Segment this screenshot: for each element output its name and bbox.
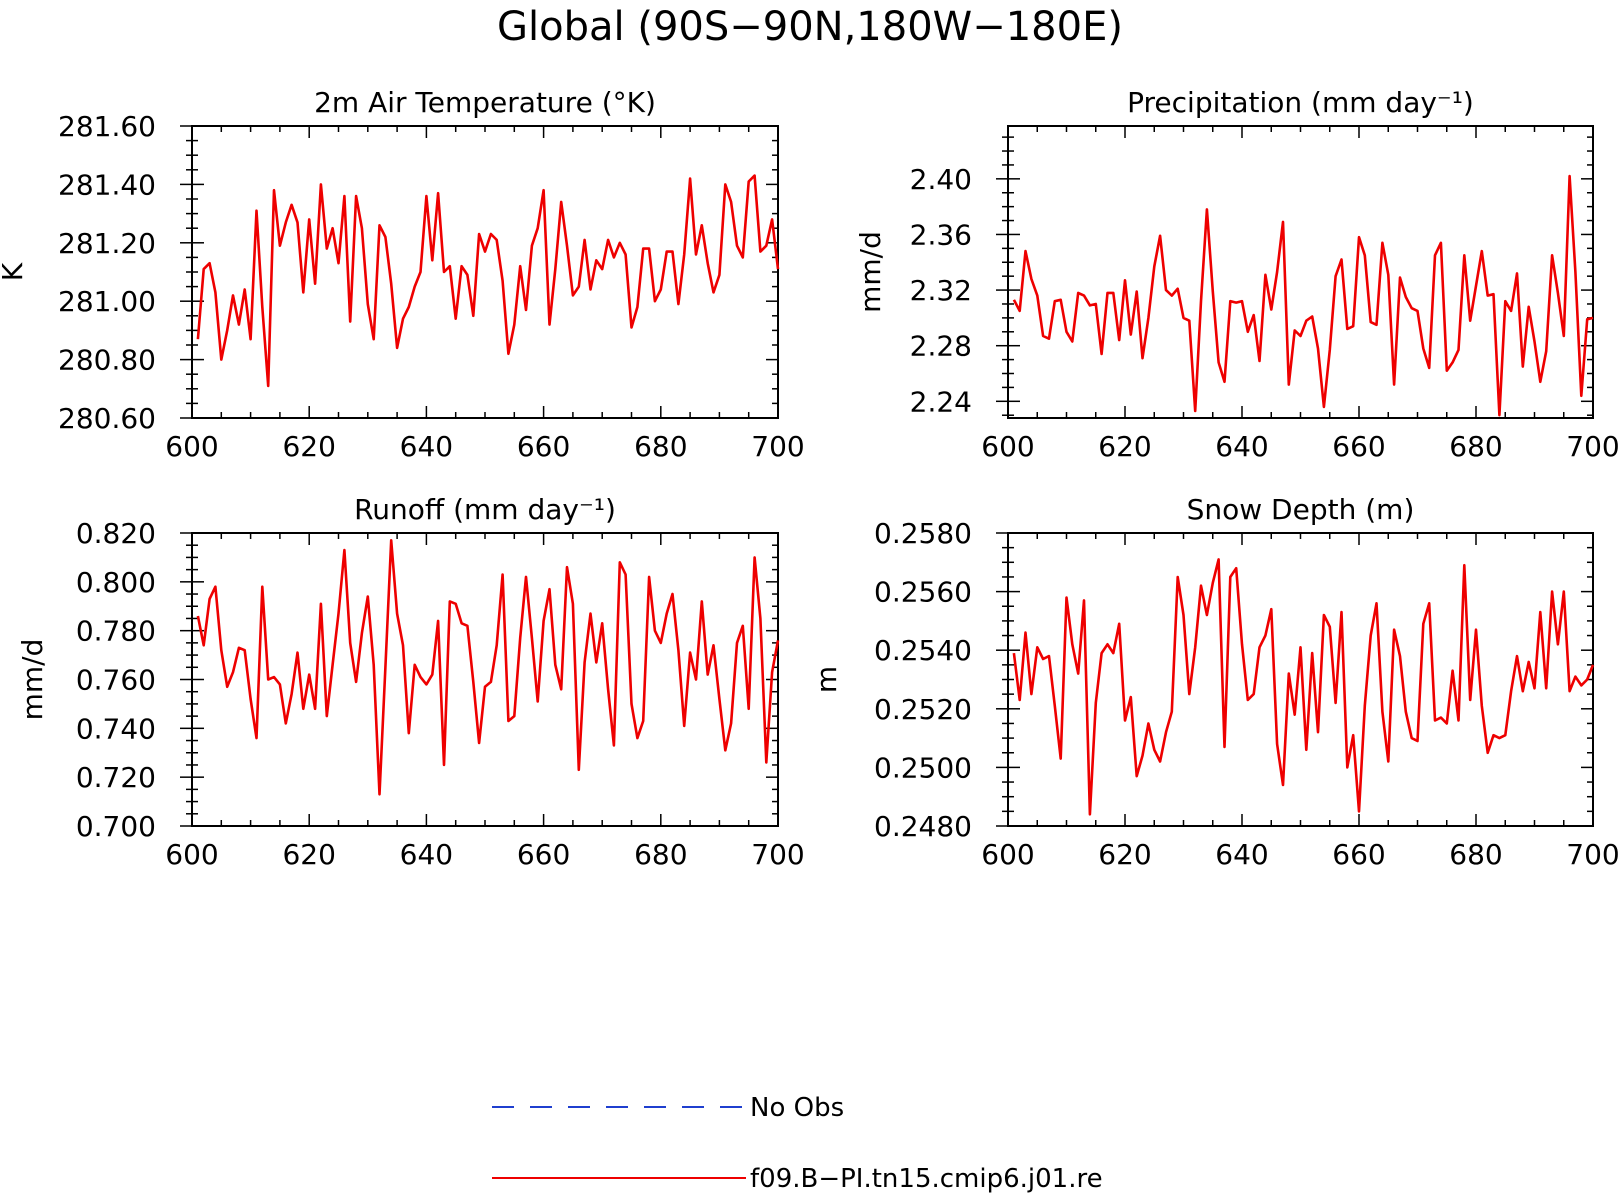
y-tick-label: 2.40: [910, 163, 972, 196]
y-tick-label: 2.28: [910, 330, 972, 363]
y-tick-label: 0.2540: [874, 634, 972, 667]
series-line: [1012, 558, 1595, 816]
y-tick-label: 281.20: [58, 227, 156, 260]
y-tick-label: 0.760: [76, 664, 156, 697]
y-tick-label: 0.2520: [874, 693, 972, 726]
y-tick-label: 280.80: [58, 344, 156, 377]
panels: 2m Air Temperature (°K) K 600 620 640 660 680 7…: [0, 86, 1620, 871]
x-tick-label: 620: [1098, 838, 1151, 871]
y-tick-label: 0.2560: [874, 576, 972, 609]
legend: No Obs f09.B−PI.tn15.cmip6.j01.re: [492, 1093, 1103, 1194]
y-tick-label: 0.2580: [874, 517, 972, 550]
y-tick-label: 0.720: [76, 761, 156, 794]
plot-frame: [191, 125, 779, 419]
y-tick-label: 0.700: [76, 810, 156, 843]
y-axis-label: mm/d: [16, 639, 49, 721]
y-tick-label: 2.24: [910, 385, 972, 418]
y-axis-label: mm/d: [854, 231, 887, 313]
panel-2: Precipitation (mm day⁻¹) mm/d 600 620 640 660…: [854, 86, 1620, 463]
x-tick-label: 600: [981, 838, 1034, 871]
legend-label-model: f09.B−PI.tn15.cmip6.j01.re: [750, 1164, 1103, 1194]
x-tick-label: 600: [165, 430, 218, 463]
x-tick-label: 620: [282, 430, 335, 463]
x-tick-label: 640: [400, 838, 453, 871]
y-tick-label: 0.820: [76, 517, 156, 550]
x-tick-label: 700: [1566, 838, 1619, 871]
x-tick-label: 620: [1098, 430, 1151, 463]
x-tick-label: 640: [1215, 430, 1268, 463]
figure-title: Global (90S−90N,180W−180E): [497, 4, 1123, 50]
panel-title: Runoff (mm day⁻¹): [354, 493, 616, 526]
y-tick-label: 0.780: [76, 615, 156, 648]
x-tick-label: 640: [400, 430, 453, 463]
y-axis-label: K: [0, 262, 29, 281]
series-line: [196, 174, 780, 388]
x-tick-label: 660: [1332, 430, 1385, 463]
series-line: [1012, 174, 1594, 417]
y-tick-label: 0.800: [76, 566, 156, 599]
x-tick-label: 680: [634, 430, 687, 463]
x-tick-label: 680: [1449, 838, 1502, 871]
x-tick-label: 660: [517, 838, 570, 871]
y-tick-label: 0.2480: [874, 810, 972, 843]
panel-1: 2m Air Temperature (°K) K 600 620 640 660 680 7…: [0, 86, 805, 463]
y-tick-label: 2.32: [910, 274, 972, 307]
x-tick-label: 660: [1332, 838, 1385, 871]
y-tick-label: 281.60: [58, 110, 156, 143]
plot-frame: [1007, 125, 1594, 419]
panel-4: Snow Depth (m) m 600 620 640 660 680 700 0.2480 0…: [810, 493, 1620, 871]
x-tick-label: 600: [981, 430, 1034, 463]
legend-label-no-obs: No Obs: [750, 1093, 844, 1123]
x-tick-label: 660: [517, 430, 570, 463]
x-tick-label: 620: [282, 838, 335, 871]
x-tick-label: 600: [165, 838, 218, 871]
series-line: [196, 538, 780, 796]
y-tick-label: 281.00: [58, 285, 156, 318]
panel-title: 2m Air Temperature (°K): [314, 86, 656, 119]
panel-title: Precipitation (mm day⁻¹): [1127, 86, 1474, 119]
y-tick-label: 0.740: [76, 712, 156, 745]
x-tick-label: 640: [1215, 838, 1268, 871]
x-tick-label: 680: [634, 838, 687, 871]
x-tick-label: 700: [1566, 430, 1619, 463]
plot-frame: [1007, 532, 1594, 827]
plot-frame: [191, 532, 779, 827]
y-tick-label: 280.60: [58, 402, 156, 435]
y-axis-label: m: [810, 666, 843, 693]
y-tick-label: 0.2500: [874, 751, 972, 784]
x-tick-label: 680: [1449, 430, 1502, 463]
x-tick-label: 700: [751, 838, 804, 871]
y-tick-label: 281.40: [58, 168, 156, 201]
x-tick-label: 700: [751, 430, 804, 463]
panel-3: Runoff (mm day⁻¹) mm/d 600 620 640 660 680 700 0…: [16, 493, 805, 871]
panel-title: Snow Depth (m): [1187, 493, 1415, 526]
y-tick-label: 2.36: [910, 218, 972, 251]
